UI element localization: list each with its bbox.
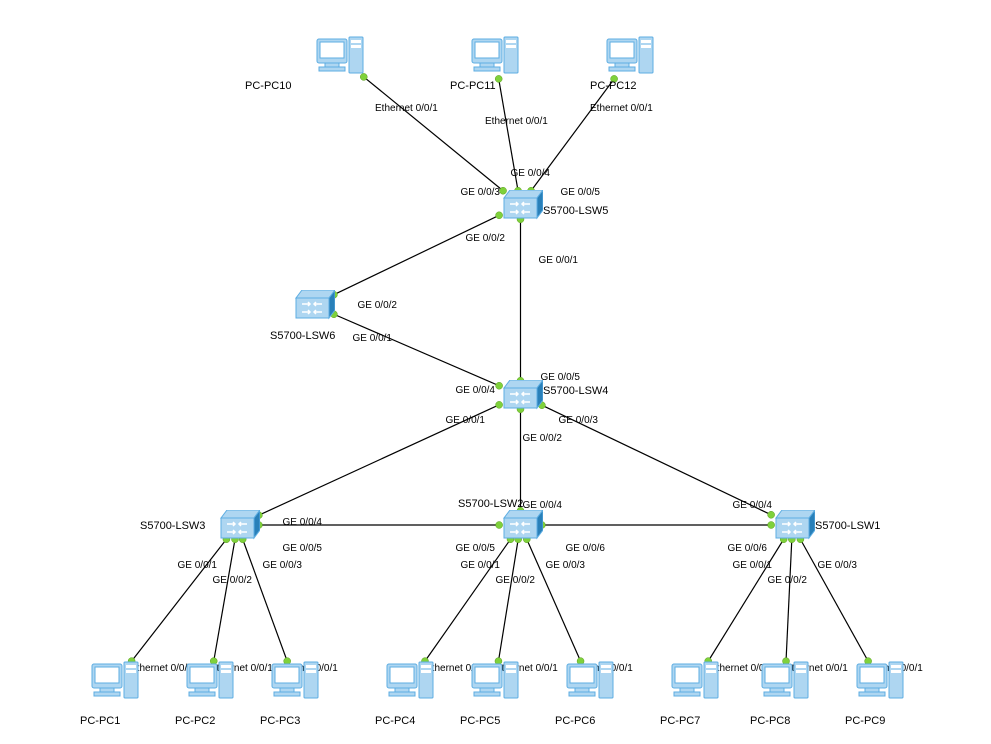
pc-icon[interactable] [470,35,520,80]
link [132,539,227,661]
port-label: GE 0/0/2 [466,233,505,244]
switch-icon[interactable] [498,510,543,545]
pc-icon[interactable] [185,660,235,705]
pc-icon[interactable] [605,35,655,80]
node-label: PC-PC8 [750,715,790,727]
port-label: GE 0/0/2 [496,575,535,586]
link [708,539,783,661]
node-label: S5700-LSW4 [543,385,608,397]
port-label: GE 0/0/2 [358,300,397,311]
port-label: Ethernet 0/0/1 [375,103,438,114]
port-label: GE 0/0/4 [456,385,495,396]
port-label: GE 0/0/1 [353,333,392,344]
node-label: S5700-LSW5 [543,205,608,217]
link [243,539,287,661]
pc-icon[interactable] [470,660,520,705]
port-label: GE 0/0/3 [263,560,302,571]
switch-icon[interactable] [498,380,543,415]
link [334,215,499,294]
switch-icon[interactable] [498,190,543,225]
pc-icon[interactable] [760,660,810,705]
pc-icon[interactable] [385,660,435,705]
link [214,539,235,661]
node-label: PC-PC12 [590,80,636,92]
port-label: GE 0/0/6 [728,543,767,554]
port-label: GE 0/0/5 [283,543,322,554]
port-label: GE 0/0/5 [541,372,580,383]
node-label: PC-PC2 [175,715,215,727]
port-label: GE 0/0/2 [523,433,562,444]
node-label: PC-PC5 [460,715,500,727]
node-label: PC-PC6 [555,715,595,727]
port-label: GE 0/0/1 [461,560,500,571]
link [425,539,511,661]
port-label: GE 0/0/1 [178,560,217,571]
switch-icon[interactable] [290,290,335,325]
pc-icon[interactable] [855,660,905,705]
port-label: GE 0/0/3 [461,187,500,198]
node-label: S5700-LSW1 [815,520,880,532]
switch-icon[interactable] [215,510,260,545]
port-label: GE 0/0/1 [446,415,485,426]
port-label: Ethernet 0/0/1 [485,116,548,127]
port-label: GE 0/0/1 [539,255,578,266]
pc-icon[interactable] [270,660,320,705]
port-label: GE 0/0/1 [733,560,772,571]
link [800,539,868,661]
port-label: GE 0/0/3 [818,560,857,571]
node-label: PC-PC4 [375,715,415,727]
port-label: GE 0/0/3 [546,560,585,571]
pc-icon[interactable] [315,35,365,80]
node-label: S5700-LSW2 [458,498,523,510]
port-label: GE 0/0/2 [213,575,252,586]
switch-icon[interactable] [770,510,815,545]
port-label: GE 0/0/4 [283,517,322,528]
pc-icon[interactable] [565,660,615,705]
node-label: PC-PC9 [845,715,885,727]
link [498,539,518,661]
link [364,77,503,191]
port-label: GE 0/0/4 [733,500,772,511]
node-label: S5700-LSW3 [140,520,205,532]
node-label: PC-PC11 [450,80,496,92]
node-label: PC-PC10 [245,80,291,92]
topology-canvas: Ethernet 0/0/1 GE 0/0/3 Ethernet 0/0/1 GE 0… [0,0,991,744]
pc-icon[interactable] [670,660,720,705]
pc-icon[interactable] [90,660,140,705]
link [527,539,581,661]
node-label: PC-PC3 [260,715,300,727]
link [334,314,499,386]
port-label: GE 0/0/5 [456,543,495,554]
port-label: Ethernet 0/0/1 [590,103,653,114]
port-label: GE 0/0/5 [561,187,600,198]
port-label: GE 0/0/2 [768,575,807,586]
link [786,539,792,661]
node-label: S5700-LSW6 [270,330,335,342]
port-label: GE 0/0/4 [511,168,550,179]
port-label: GE 0/0/6 [566,543,605,554]
node-label: PC-PC1 [80,715,120,727]
port-label: GE 0/0/3 [559,415,598,426]
node-label: PC-PC7 [660,715,700,727]
